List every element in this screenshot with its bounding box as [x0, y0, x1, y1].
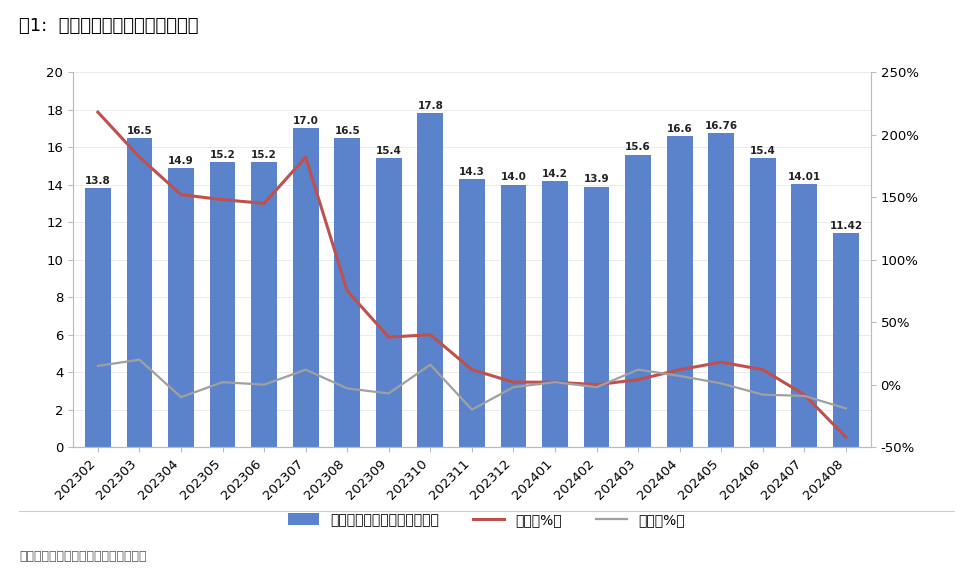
Bar [791, 185, 817, 447]
Bar [626, 155, 651, 447]
同比（%） [674, 366, 686, 373]
环比（%） [342, 385, 353, 392]
环比（%） [300, 366, 311, 373]
Bar [168, 168, 194, 447]
Text: 16.6: 16.6 [667, 123, 693, 134]
环比（%） [175, 394, 187, 400]
Bar [376, 159, 402, 447]
Bar [542, 181, 568, 447]
同比（%） [466, 366, 478, 373]
Bar [750, 159, 775, 447]
Bar [708, 133, 734, 447]
Bar [210, 162, 235, 447]
同比（%） [715, 359, 727, 366]
环比（%） [632, 366, 644, 373]
Text: 13.8: 13.8 [85, 176, 111, 186]
Line: 同比（%）: 同比（%） [98, 112, 846, 437]
同比（%） [840, 434, 851, 441]
Text: 16.5: 16.5 [335, 126, 360, 136]
环比（%） [757, 391, 769, 398]
Text: 14.01: 14.01 [788, 172, 821, 182]
Text: 16.76: 16.76 [704, 121, 738, 130]
环比（%） [674, 373, 686, 380]
Text: 15.2: 15.2 [210, 150, 235, 160]
Bar [251, 162, 277, 447]
Bar [667, 136, 693, 447]
同比（%） [591, 381, 602, 388]
Text: 14.3: 14.3 [459, 167, 485, 177]
环比（%） [133, 356, 145, 363]
同比（%） [133, 153, 145, 160]
环比（%） [549, 379, 560, 385]
同比（%） [508, 379, 520, 385]
Text: 15.4: 15.4 [750, 146, 775, 156]
Bar [417, 113, 444, 447]
同比（%） [217, 196, 229, 203]
Text: 13.9: 13.9 [584, 174, 609, 184]
Text: 14.0: 14.0 [500, 173, 526, 182]
环比（%） [840, 405, 851, 412]
Bar [584, 186, 609, 447]
Text: 15.4: 15.4 [376, 146, 402, 156]
环比（%） [383, 390, 395, 397]
同比（%） [300, 153, 311, 160]
Text: 14.9: 14.9 [168, 156, 194, 166]
环比（%） [508, 384, 520, 391]
Bar [85, 188, 111, 447]
同比（%） [549, 379, 560, 385]
Text: 数据来源：美国海关，东吴证券研究所: 数据来源：美国海关，东吴证券研究所 [19, 549, 147, 563]
Line: 环比（%）: 环比（%） [98, 359, 846, 410]
同比（%） [757, 366, 769, 373]
Text: 11.42: 11.42 [829, 221, 862, 231]
Legend: 光伏组件进口金额（亿美元）, 同比（%）, 环比（%）: 光伏组件进口金额（亿美元）, 同比（%）, 环比（%） [283, 507, 690, 533]
Bar [293, 129, 318, 447]
环比（%） [92, 362, 104, 369]
Text: 15.6: 15.6 [626, 143, 651, 152]
Text: 16.5: 16.5 [126, 126, 153, 136]
Text: 14.2: 14.2 [542, 168, 568, 179]
Text: 17.8: 17.8 [417, 101, 444, 111]
同比（%） [258, 200, 270, 207]
Text: 17.0: 17.0 [293, 116, 318, 126]
Text: 图1:  美国组件进口金额（亿美元）: 图1: 美国组件进口金额（亿美元） [19, 17, 198, 35]
同比（%） [424, 331, 436, 338]
同比（%） [175, 191, 187, 198]
环比（%） [258, 381, 270, 388]
Bar [335, 138, 360, 447]
同比（%） [632, 376, 644, 383]
环比（%） [591, 384, 602, 391]
同比（%） [799, 391, 811, 398]
Bar [500, 185, 526, 447]
Text: 15.2: 15.2 [251, 150, 277, 160]
Bar [833, 233, 859, 447]
环比（%） [715, 380, 727, 387]
环比（%） [217, 379, 229, 385]
Bar [459, 179, 485, 447]
环比（%） [799, 392, 811, 399]
同比（%） [342, 287, 353, 294]
同比（%） [383, 334, 395, 340]
环比（%） [424, 361, 436, 368]
Bar [126, 138, 153, 447]
同比（%） [92, 108, 104, 115]
环比（%） [466, 406, 478, 413]
